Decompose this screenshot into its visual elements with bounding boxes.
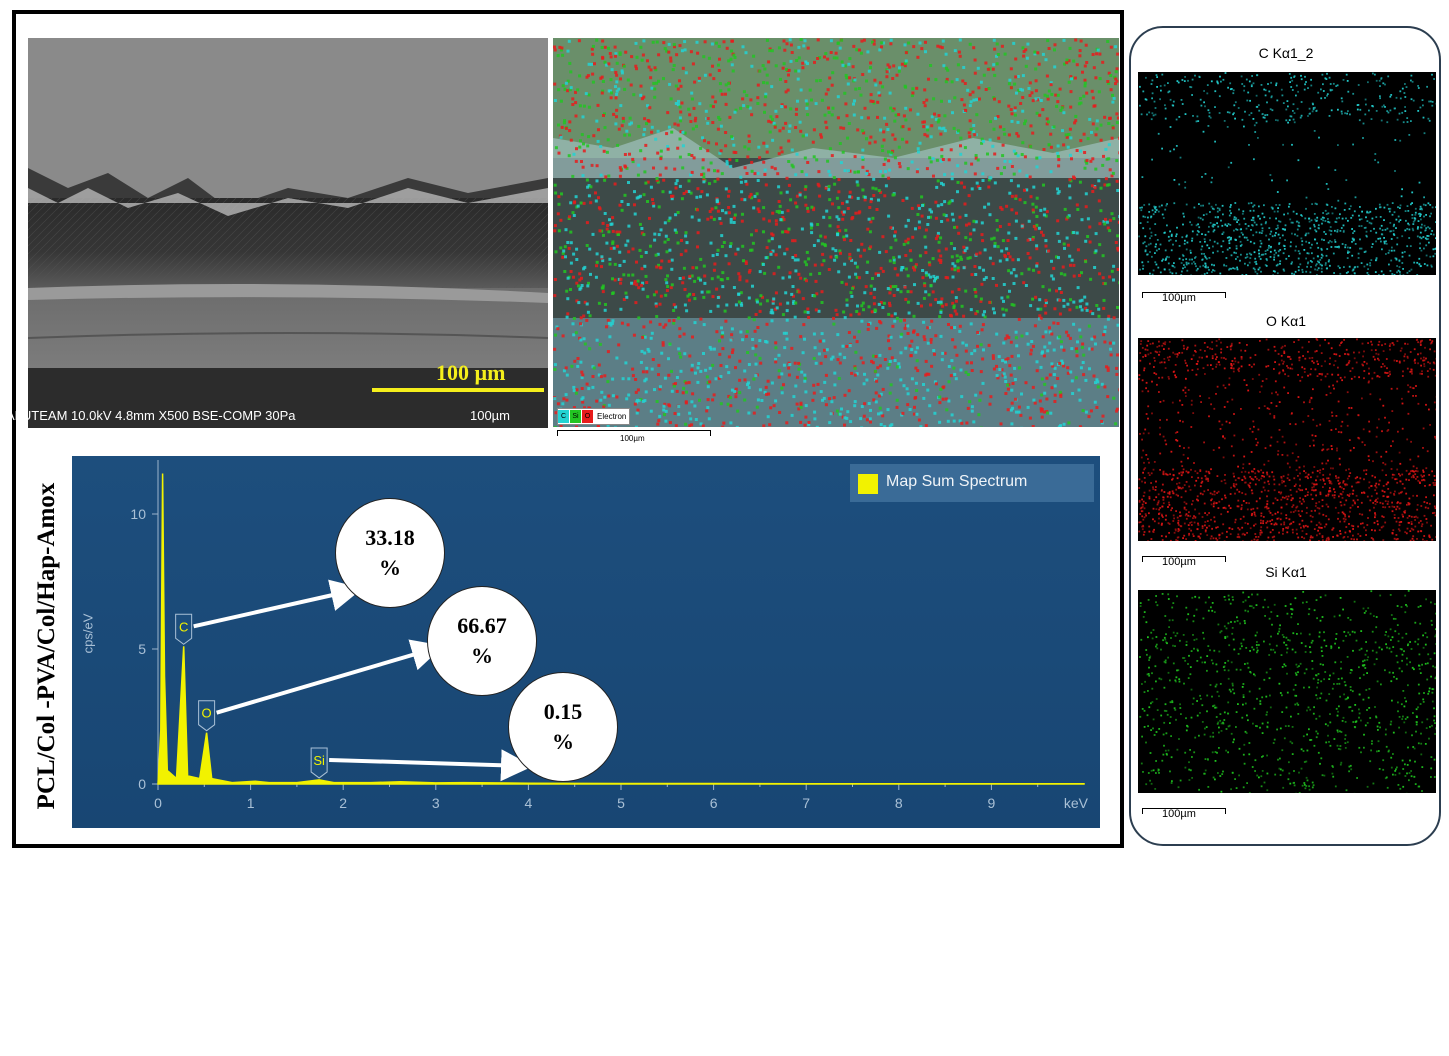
legend-chip-o: O <box>582 410 593 423</box>
y-tick-label: 5 <box>138 641 146 657</box>
map-title-o: O Kα1 <box>1137 313 1435 329</box>
peak-label-c: C <box>179 619 188 634</box>
x-tick-label: 3 <box>432 795 440 811</box>
annotation-bubble-si: 0.15 % <box>508 672 618 782</box>
x-tick-label: 1 <box>247 795 255 811</box>
legend-chip-si: Si <box>570 410 581 423</box>
legend-swatch <box>858 474 878 494</box>
annotation-arrow-si <box>329 760 525 766</box>
peak-marker-si: Si <box>311 748 327 778</box>
x-tick-label: 2 <box>339 795 347 811</box>
eds-overlay-image <box>553 38 1119 427</box>
map-si-image <box>1138 590 1436 793</box>
legend-electron: Electron <box>594 412 629 421</box>
legend-label: Map Sum Spectrum <box>886 473 1027 491</box>
annotation-arrow-c <box>194 590 355 626</box>
x-tick-label: 5 <box>617 795 625 811</box>
x-tick-label: 8 <box>895 795 903 811</box>
x-tick-label: 7 <box>802 795 810 811</box>
annotation-bubble-c: 33.18 % <box>335 498 445 608</box>
x-tick-label: 0 <box>154 795 162 811</box>
bubble-o-unit: % <box>471 641 493 671</box>
bubble-si-value: 0.15 <box>544 697 583 727</box>
map-c-scale-label: 100µm <box>1162 292 1196 304</box>
y-tick-label: 0 <box>138 776 146 792</box>
y-axis-label: cps/eV <box>80 614 95 654</box>
map-si-scale-label: 100µm <box>1162 808 1196 820</box>
map-si <box>1138 590 1436 793</box>
sem-yellow-scale-label: 100 µm <box>436 360 506 386</box>
overlay-scale-label: 100µm <box>620 434 645 443</box>
legend-chip-c: C <box>558 410 569 423</box>
chart-legend: Map Sum Spectrum <box>850 464 1094 502</box>
sem-caption-scale: 100µm <box>470 408 510 423</box>
map-title-c: C Kα1_2 <box>1137 45 1435 61</box>
y-tick-label: 10 <box>130 506 146 522</box>
annotation-arrow-o <box>217 648 436 713</box>
map-title-si: Si Kα1 <box>1137 564 1435 580</box>
peak-label-o: O <box>202 706 212 721</box>
sem-caption: ALUTEAM 10.0kV 4.8mm X500 BSE-COMP 30Pa <box>6 408 296 423</box>
peak-marker-c: C <box>176 614 192 644</box>
map-c <box>1138 72 1436 275</box>
bubble-o-value: 66.67 <box>457 611 507 641</box>
annotation-bubble-o: 66.67 % <box>427 586 537 696</box>
sem-footer-bar: ALUTEAM 10.0kV 4.8mm X500 BSE-COMP 30Pa … <box>0 402 520 428</box>
map-o <box>1138 338 1436 541</box>
bubble-c-unit: % <box>379 553 401 583</box>
bubble-si-unit: % <box>552 727 574 757</box>
map-o-image <box>1138 338 1436 541</box>
x-tick-label: 6 <box>710 795 718 811</box>
eds-overlay-map <box>553 38 1119 427</box>
bubble-c-value: 33.18 <box>365 523 415 553</box>
series-map-sum-spectrum <box>158 474 1084 785</box>
peak-label-si: Si <box>313 753 325 768</box>
x-axis-label: keV <box>1064 795 1089 811</box>
x-tick-label: 4 <box>525 795 533 811</box>
peak-marker-o: O <box>199 701 215 731</box>
map-c-image <box>1138 72 1436 275</box>
x-tick-label: 9 <box>988 795 996 811</box>
eds-overlay-legend: C Si O Electron <box>557 408 630 425</box>
